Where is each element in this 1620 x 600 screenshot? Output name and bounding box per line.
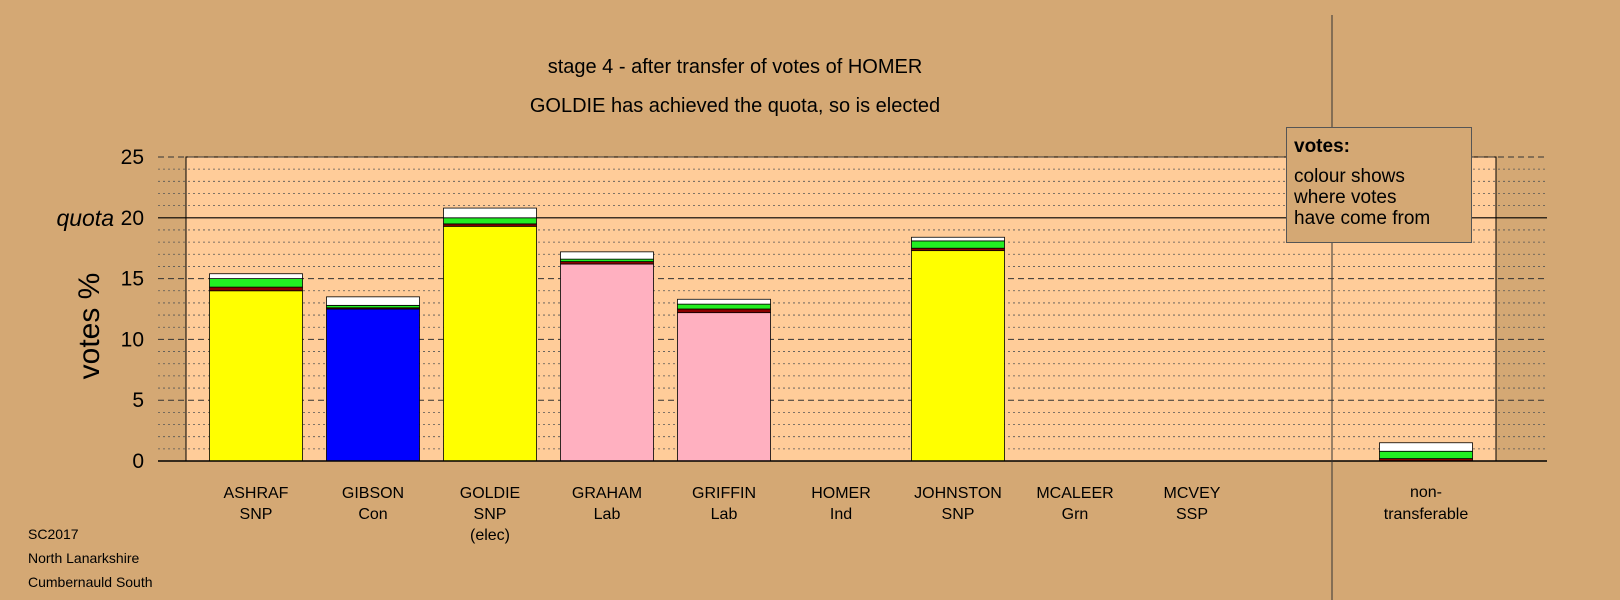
quota-label: quota — [56, 205, 114, 231]
bar-johnston-segment — [911, 236, 1005, 242]
bar-griffin-segment — [677, 308, 771, 314]
x-label-party: Lab — [594, 506, 621, 523]
bar-gibson-segment — [326, 308, 420, 462]
x-label-name: MCALEER — [1036, 485, 1113, 502]
bar-griffin-segment — [677, 298, 771, 305]
bar-gibson-segment — [326, 296, 420, 306]
legend-line-2: where votes — [1294, 187, 1397, 208]
x-label-name: JOHNSTON — [914, 485, 1002, 502]
x-label-name: GRIFFIN — [692, 485, 756, 502]
x-label-name: HOMER — [811, 485, 871, 502]
bar-nontransferable-segment — [1379, 442, 1473, 452]
x-label-name: GRAHAM — [572, 485, 642, 502]
x-label-name: GOLDIE — [460, 485, 520, 502]
bar-ashraf-segment — [209, 273, 303, 279]
y-tick-label: 25 — [121, 146, 144, 169]
footer-ward: Cumbernauld South — [28, 574, 153, 590]
bar-goldie-segment — [443, 225, 537, 462]
legend-line-1: colour shows — [1294, 166, 1405, 187]
y-tick-label: 0 — [132, 450, 144, 473]
x-label-party: Con — [358, 506, 387, 523]
x-label-party: SNP — [474, 506, 507, 523]
bar-graham-segment — [560, 251, 654, 260]
x-label-name: ASHRAF — [224, 485, 289, 502]
y-tick-label: 15 — [121, 268, 144, 291]
chart-subtitle: GOLDIE has achieved the quota, so is ele… — [530, 95, 940, 117]
bar-nontransferable-segment — [1379, 450, 1473, 459]
bar-johnston-segment — [911, 250, 1005, 462]
legend-title: votes: — [1294, 136, 1350, 157]
legend: votes: colour shows where votes have com… — [1286, 127, 1472, 243]
bar-graham-segment — [560, 263, 654, 462]
y-axis-label: votes % — [73, 273, 106, 380]
x-label-note: (elec) — [470, 527, 510, 544]
bar-ashraf-segment — [209, 290, 303, 462]
chart-title: stage 4 - after transfer of votes of HOM… — [548, 56, 923, 78]
bar-ashraf-segment — [209, 286, 303, 292]
x-label-party: Lab — [711, 506, 738, 523]
footer-council: North Lanarkshire — [28, 550, 140, 566]
x-label-name: GIBSON — [342, 485, 404, 502]
x-label-nontransferable-1: non- — [1410, 484, 1442, 501]
legend-line-3: have come from — [1294, 208, 1431, 229]
bar-johnston-segment — [911, 240, 1005, 249]
x-label-nontransferable-2: transferable — [1384, 506, 1469, 523]
x-label-name: MCVEY — [1164, 485, 1221, 502]
x-label-party: Ind — [830, 506, 852, 523]
bar-goldie-segment — [443, 217, 537, 225]
bar-ashraf-segment — [209, 278, 303, 288]
x-label-party: Grn — [1062, 506, 1089, 523]
bar-griffin-segment — [677, 312, 771, 462]
x-label-party: SNP — [240, 506, 273, 523]
footer-election: SC2017 — [28, 526, 79, 542]
y-tick-label: 20 — [121, 207, 144, 230]
y-tick-label: 10 — [121, 328, 144, 351]
bar-griffin-segment — [677, 303, 771, 310]
y-tick-label: 5 — [132, 389, 144, 412]
x-label-party: SNP — [942, 506, 975, 523]
x-label-party: SSP — [1176, 506, 1208, 523]
bar-goldie-segment — [443, 207, 537, 219]
